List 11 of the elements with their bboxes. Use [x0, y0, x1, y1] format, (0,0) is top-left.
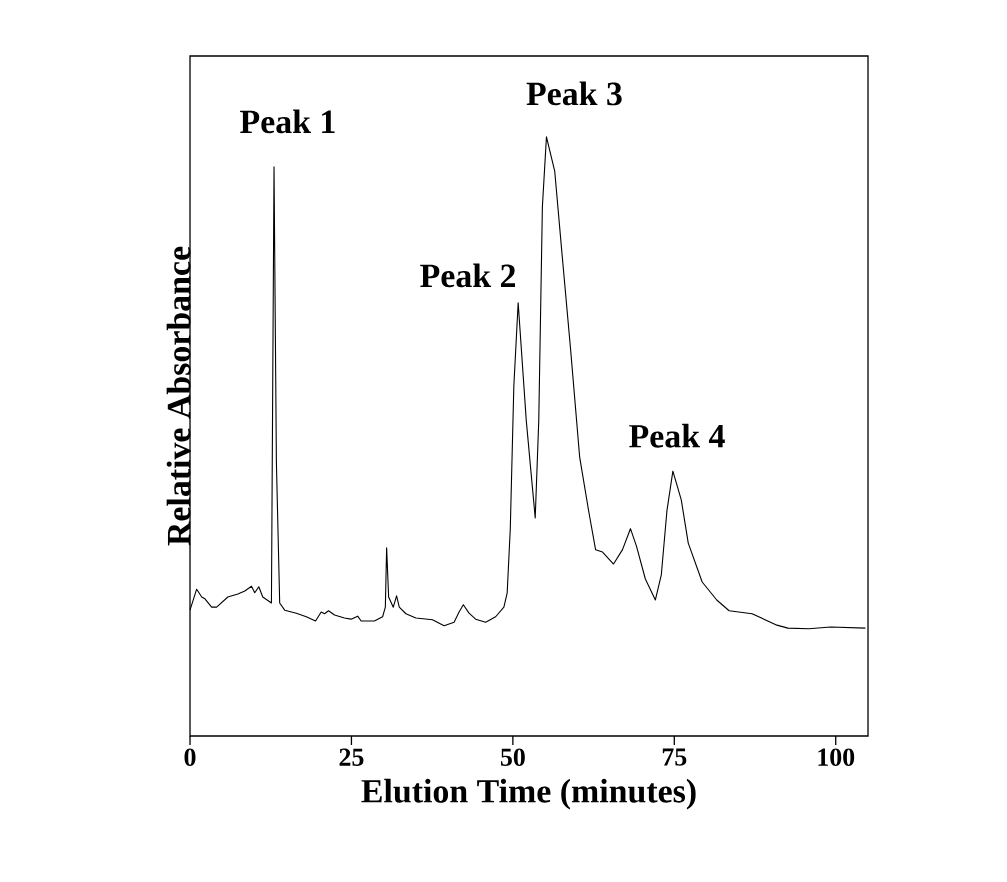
x-tick-label: 0 — [184, 748, 196, 766]
annotation: Peak 2 — [420, 263, 516, 288]
annotation: Peak 1 — [240, 109, 335, 134]
x-tick-label: 100 — [818, 748, 855, 766]
x-tick-label: 75 — [662, 748, 687, 766]
x-axis-title: Elution Time (minutes) — [361, 778, 696, 810]
x-tick-label: 50 — [500, 748, 525, 766]
x-tick-label: 25 — [339, 748, 364, 766]
y-axis-title: Relative Absorbance — [166, 246, 191, 546]
annotation: Peak 3 — [526, 81, 622, 106]
annotation: Peak 4 — [629, 423, 725, 448]
